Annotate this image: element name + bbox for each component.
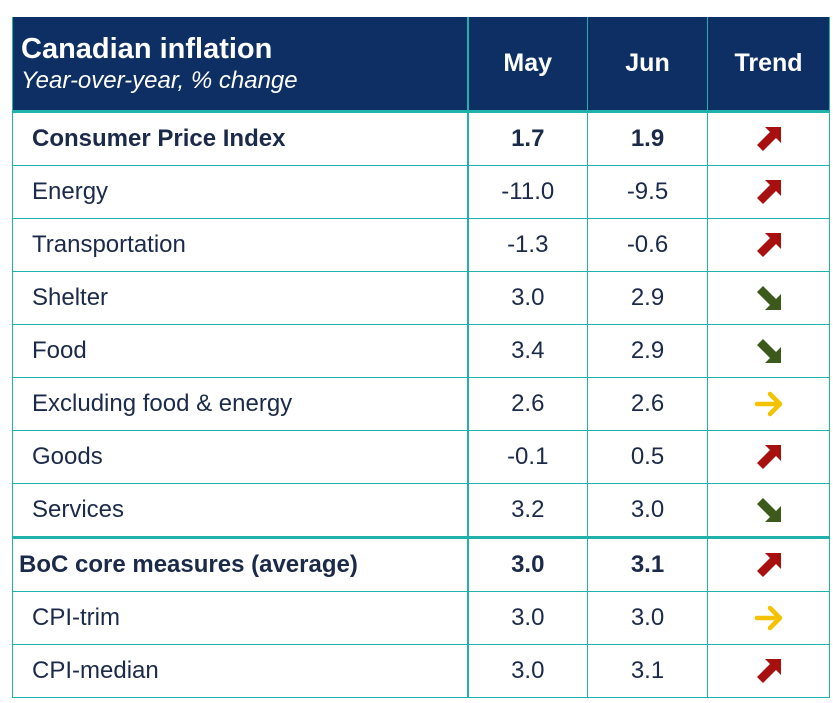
up-arrow-icon bbox=[754, 230, 784, 260]
table-row: Shelter 3.0 2.9 bbox=[12, 271, 830, 325]
down-arrow-icon bbox=[754, 336, 784, 366]
jun-value: -9.5 bbox=[587, 165, 708, 219]
may-value: -1.3 bbox=[467, 218, 588, 272]
column-header-jun: Jun bbox=[587, 17, 708, 112]
table-title-cell: Canadian inflation Year-over-year, % cha… bbox=[12, 17, 469, 112]
row-label: Excluding food & energy bbox=[12, 377, 469, 431]
may-value: -11.0 bbox=[467, 165, 588, 219]
table-row: Excluding food & energy 2.6 2.6 bbox=[12, 377, 830, 431]
table-row: CPI-median 3.0 3.1 bbox=[12, 644, 830, 698]
trend-cell bbox=[707, 536, 830, 592]
down-arrow-icon bbox=[754, 495, 784, 525]
up-arrow-icon bbox=[754, 656, 784, 686]
row-label: CPI-median bbox=[12, 644, 469, 698]
trend-cell bbox=[707, 377, 830, 431]
jun-value: 3.0 bbox=[587, 483, 708, 538]
trend-cell bbox=[707, 324, 830, 378]
table-row: Services 3.2 3.0 bbox=[12, 483, 830, 538]
trend-cell bbox=[707, 591, 830, 645]
table-row: Transportation -1.3 -0.6 bbox=[12, 218, 830, 272]
jun-value: 3.1 bbox=[587, 644, 708, 698]
trend-cell bbox=[707, 430, 830, 484]
may-value: 3.4 bbox=[467, 324, 588, 378]
may-value: 3.0 bbox=[467, 644, 588, 698]
up-arrow-icon bbox=[754, 442, 784, 472]
flat-arrow-icon bbox=[754, 389, 784, 419]
trend-cell bbox=[707, 218, 830, 272]
row-label: Goods bbox=[12, 430, 469, 484]
jun-value: 2.6 bbox=[587, 377, 708, 431]
table-body: Consumer Price Index 1.7 1.9 Energy -11.0 -9.… bbox=[12, 110, 830, 698]
may-value: 1.7 bbox=[467, 110, 588, 166]
jun-value: -0.6 bbox=[587, 218, 708, 272]
table-row: BoC core measures (average) 3.0 3.1 bbox=[12, 536, 830, 592]
table-row: CPI-trim 3.0 3.0 bbox=[12, 591, 830, 645]
trend-cell bbox=[707, 271, 830, 325]
jun-value: 1.9 bbox=[587, 110, 708, 166]
row-label: Transportation bbox=[12, 218, 469, 272]
jun-value: 2.9 bbox=[587, 324, 708, 378]
inflation-table: Canadian inflation Year-over-year, % cha… bbox=[12, 17, 830, 698]
jun-value: 3.0 bbox=[587, 591, 708, 645]
down-arrow-icon bbox=[754, 283, 784, 313]
row-label: CPI-trim bbox=[12, 591, 469, 645]
may-value: 3.0 bbox=[467, 591, 588, 645]
flat-arrow-icon bbox=[754, 603, 784, 633]
table-header-row: Canadian inflation Year-over-year, % cha… bbox=[12, 17, 830, 112]
trend-cell bbox=[707, 644, 830, 698]
may-value: 3.2 bbox=[467, 483, 588, 538]
may-value: 2.6 bbox=[467, 377, 588, 431]
may-value: -0.1 bbox=[467, 430, 588, 484]
table-subtitle: Year-over-year, % change bbox=[21, 66, 298, 94]
up-arrow-icon bbox=[754, 124, 784, 154]
may-value: 3.0 bbox=[467, 536, 588, 592]
may-value: 3.0 bbox=[467, 271, 588, 325]
table-title: Canadian inflation bbox=[21, 32, 273, 65]
trend-cell bbox=[707, 483, 830, 538]
trend-cell bbox=[707, 110, 830, 166]
row-label: Shelter bbox=[12, 271, 469, 325]
column-header-may: May bbox=[467, 17, 588, 112]
inflation-table-container: Canadian inflation Year-over-year, % cha… bbox=[12, 17, 830, 698]
jun-value: 2.9 bbox=[587, 271, 708, 325]
table-row: Food 3.4 2.9 bbox=[12, 324, 830, 378]
jun-value: 3.1 bbox=[587, 536, 708, 592]
jun-value: 0.5 bbox=[587, 430, 708, 484]
row-label: Services bbox=[12, 483, 469, 538]
row-label: BoC core measures (average) bbox=[12, 536, 469, 592]
table-row: Consumer Price Index 1.7 1.9 bbox=[12, 110, 830, 166]
row-label: Food bbox=[12, 324, 469, 378]
up-arrow-icon bbox=[754, 177, 784, 207]
row-label: Energy bbox=[12, 165, 469, 219]
row-label: Consumer Price Index bbox=[12, 110, 469, 166]
column-header-trend: Trend bbox=[707, 17, 830, 112]
table-row: Goods -0.1 0.5 bbox=[12, 430, 830, 484]
up-arrow-icon bbox=[754, 550, 784, 580]
trend-cell bbox=[707, 165, 830, 219]
table-row: Energy -11.0 -9.5 bbox=[12, 165, 830, 219]
